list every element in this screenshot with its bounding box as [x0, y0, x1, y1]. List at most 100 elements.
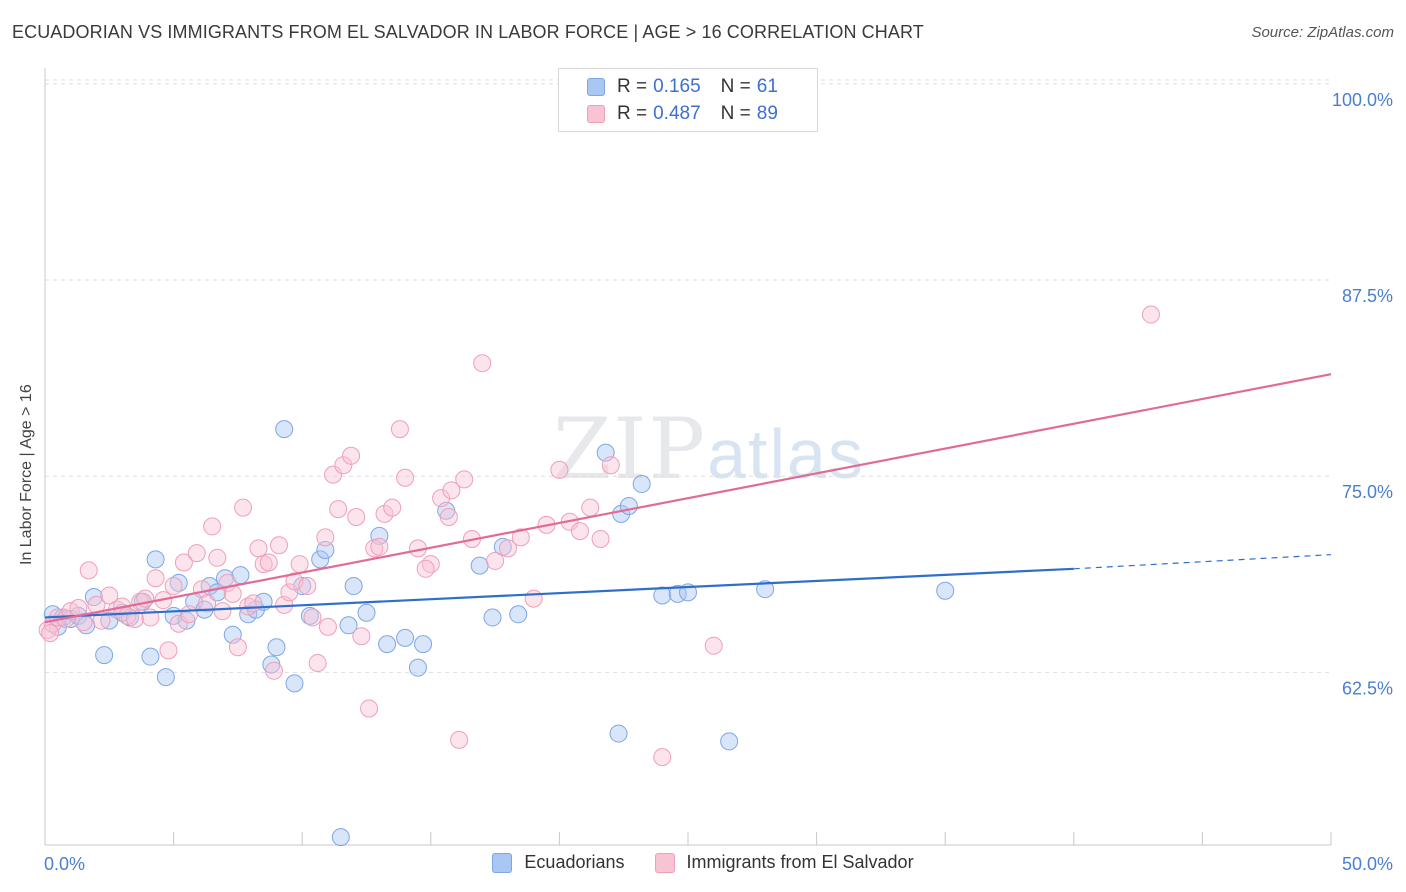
- data-point: [164, 577, 183, 596]
- legend-label-ecuadorians: Ecuadorians: [524, 852, 625, 872]
- data-point: [187, 544, 206, 563]
- legend-item-el-salvador[interactable]: Immigrants from El Salvador: [654, 852, 914, 873]
- data-point: [609, 724, 628, 743]
- legend-n-label: N =: [720, 76, 751, 97]
- data-point: [244, 594, 263, 613]
- data-point: [524, 589, 543, 608]
- data-point: [483, 608, 502, 627]
- data-point: [550, 460, 569, 479]
- data-point: [146, 550, 165, 569]
- data-point: [290, 555, 309, 574]
- data-point: [704, 636, 723, 655]
- data-point: [414, 635, 433, 654]
- legend-n-value: 61: [756, 76, 778, 97]
- data-point: [396, 628, 415, 647]
- data-point: [79, 561, 98, 580]
- data-point: [159, 641, 178, 660]
- legend-swatch-ecuadorians: [587, 78, 605, 96]
- data-point: [318, 617, 337, 636]
- source-credit: Source: ZipAtlas.com: [1251, 24, 1394, 41]
- data-point: [756, 580, 775, 599]
- data-point: [316, 528, 335, 547]
- y-tick-label: 100.0%: [1332, 90, 1393, 110]
- data-point: [390, 420, 409, 439]
- data-point: [619, 497, 638, 516]
- legend-r-value: 0.165: [653, 76, 701, 97]
- data-point: [331, 828, 350, 847]
- data-point: [298, 577, 317, 596]
- data-point: [213, 602, 232, 621]
- data-point: [473, 354, 492, 373]
- data-point: [275, 420, 294, 439]
- data-point: [270, 536, 289, 555]
- data-point: [421, 555, 440, 574]
- data-point: [324, 465, 343, 484]
- data-point: [308, 653, 327, 672]
- data-point: [632, 475, 651, 494]
- data-point: [126, 610, 145, 629]
- data-point: [347, 507, 366, 526]
- series-legend: Ecuadorians Immigrants from El Salvador: [0, 852, 1406, 873]
- data-point: [408, 658, 427, 677]
- data-point: [249, 539, 268, 558]
- chart-title: ECUADORIAN VS IMMIGRANTS FROM EL SALVADO…: [12, 22, 924, 42]
- legend-r-value: 0.487: [653, 103, 701, 124]
- data-point: [360, 699, 379, 718]
- data-point: [180, 605, 199, 624]
- data-point: [378, 635, 397, 654]
- legend-r-label: R =: [617, 76, 648, 97]
- y-tick-label: 62.5%: [1342, 678, 1393, 698]
- data-point: [455, 470, 474, 489]
- data-point: [352, 627, 371, 646]
- data-point: [1141, 305, 1160, 324]
- data-point: [581, 498, 600, 517]
- legend-swatch-el-salvador: [654, 852, 675, 873]
- data-point: [311, 550, 330, 569]
- data-point: [316, 540, 335, 559]
- y-tick-label: 75.0%: [1342, 482, 1393, 502]
- y-axis-label: In Labor Force | Age > 16: [18, 384, 35, 565]
- data-point: [169, 573, 188, 592]
- data-point: [339, 616, 358, 635]
- legend-row-ecuadorians: R = 0.165 N = 61: [587, 75, 778, 99]
- stats-legend: R = 0.165 N = 61 R = 0.487 N = 89: [558, 68, 818, 132]
- data-point: [41, 624, 60, 643]
- legend-n-label: N =: [720, 103, 751, 124]
- data-point: [396, 468, 415, 487]
- data-point: [511, 528, 530, 547]
- data-point: [470, 556, 489, 575]
- data-point: [442, 481, 461, 500]
- data-point: [509, 605, 528, 624]
- watermark-zip: ZIP: [553, 400, 708, 498]
- data-point: [601, 456, 620, 475]
- data-point: [936, 581, 955, 600]
- data-point: [383, 498, 402, 517]
- series-ecuadorians: [43, 420, 955, 847]
- data-point: [450, 730, 469, 749]
- data-point: [267, 638, 286, 657]
- data-point: [234, 498, 253, 517]
- data-point: [208, 548, 227, 567]
- legend-r-label: R =: [617, 103, 648, 124]
- legend-swatch-el-salvador: [587, 105, 605, 123]
- data-point: [174, 553, 193, 572]
- data-point: [720, 732, 739, 751]
- data-point: [169, 614, 188, 633]
- data-point: [259, 553, 278, 572]
- data-point: [303, 608, 322, 627]
- legend-swatch-ecuadorians: [492, 852, 513, 873]
- series-el-salvador: [38, 305, 1160, 767]
- data-point: [156, 668, 175, 687]
- data-point: [280, 583, 299, 602]
- trend-line-el-salvador: [44, 373, 1332, 624]
- legend-n-value: 89: [756, 103, 778, 124]
- x-tick-label: 0.0%: [44, 854, 85, 874]
- data-point: [141, 647, 160, 666]
- legend-item-ecuadorians[interactable]: Ecuadorians: [492, 852, 625, 873]
- data-point: [591, 529, 610, 548]
- y-tick-label: 87.5%: [1342, 286, 1393, 306]
- data-point: [653, 748, 672, 767]
- watermark: ZIPatlas: [553, 400, 865, 498]
- data-point: [370, 537, 389, 556]
- data-point: [228, 638, 247, 657]
